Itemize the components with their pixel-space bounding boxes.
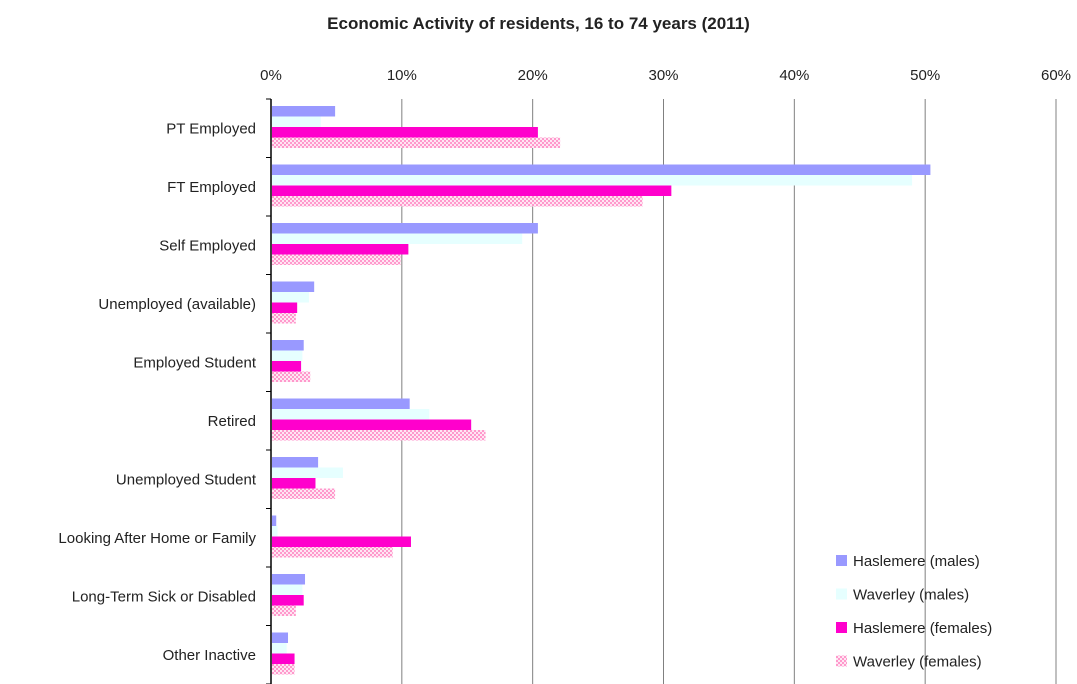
- bar: [272, 457, 319, 468]
- bar: [272, 409, 430, 420]
- bar: [272, 244, 409, 255]
- chart-title: Economic Activity of residents, 16 to 74…: [327, 14, 750, 33]
- bar: [272, 340, 304, 351]
- bar: [272, 478, 316, 489]
- bar: [272, 196, 643, 207]
- category-label: PT Employed: [166, 120, 256, 137]
- bar: [272, 632, 289, 643]
- category-label: Retired: [208, 413, 256, 430]
- bar: [272, 419, 472, 430]
- bar: [272, 526, 278, 537]
- bar: [272, 106, 336, 117]
- bar: [272, 313, 296, 324]
- legend-swatch: [836, 655, 847, 667]
- x-tick-label: 10%: [387, 67, 417, 84]
- category-label: Unemployed Student: [116, 471, 257, 488]
- x-tick-label: 0%: [260, 67, 282, 84]
- legend-entry: Waverley (females): [853, 654, 982, 671]
- legend-entry: Waverley (males): [853, 587, 969, 604]
- bar: [272, 398, 410, 409]
- bar: [272, 164, 931, 175]
- bar: [272, 127, 538, 138]
- bar: [272, 371, 311, 382]
- bar: [272, 137, 561, 148]
- category-label: Unemployed (available): [98, 296, 256, 313]
- bar: [272, 595, 304, 606]
- bar: [272, 488, 336, 499]
- category-label: Other Inactive: [163, 647, 256, 664]
- x-tick-label: 20%: [518, 67, 548, 84]
- legend-swatch: [836, 555, 847, 566]
- category-label: Long-Term Sick or Disabled: [72, 588, 256, 605]
- bar: [272, 547, 393, 558]
- bar: [272, 653, 295, 664]
- legend-swatch: [836, 622, 847, 633]
- bar: [272, 233, 523, 244]
- bar: [272, 467, 343, 478]
- bar: [272, 302, 298, 313]
- bar: [272, 175, 913, 186]
- bar: [272, 430, 486, 441]
- bar: [272, 536, 411, 547]
- bar: [272, 350, 303, 361]
- legend-swatch: [836, 588, 847, 600]
- legend-entry: Haslemere (females): [853, 620, 992, 637]
- bar: [272, 515, 277, 526]
- x-tick-label: 40%: [779, 67, 809, 84]
- bar: [272, 116, 321, 127]
- category-label: Looking After Home or Family: [58, 530, 256, 547]
- x-tick-label: 30%: [648, 67, 678, 84]
- bar: [272, 361, 302, 372]
- bar: [272, 185, 672, 196]
- bar: [272, 281, 315, 292]
- category-label: Self Employed: [159, 237, 256, 254]
- bar: [272, 664, 295, 675]
- legend-entry: Haslemere (males): [853, 553, 980, 570]
- x-tick-label: 50%: [910, 67, 940, 84]
- bar: [272, 223, 538, 234]
- x-tick-label: 60%: [1041, 67, 1071, 84]
- bar: [272, 643, 287, 654]
- bar: [272, 574, 306, 585]
- bar: [272, 584, 303, 595]
- bar: [272, 292, 309, 303]
- category-label: Employed Student: [133, 354, 256, 371]
- bar: [272, 605, 296, 616]
- bar: [272, 254, 401, 265]
- category-label: FT Employed: [167, 179, 256, 196]
